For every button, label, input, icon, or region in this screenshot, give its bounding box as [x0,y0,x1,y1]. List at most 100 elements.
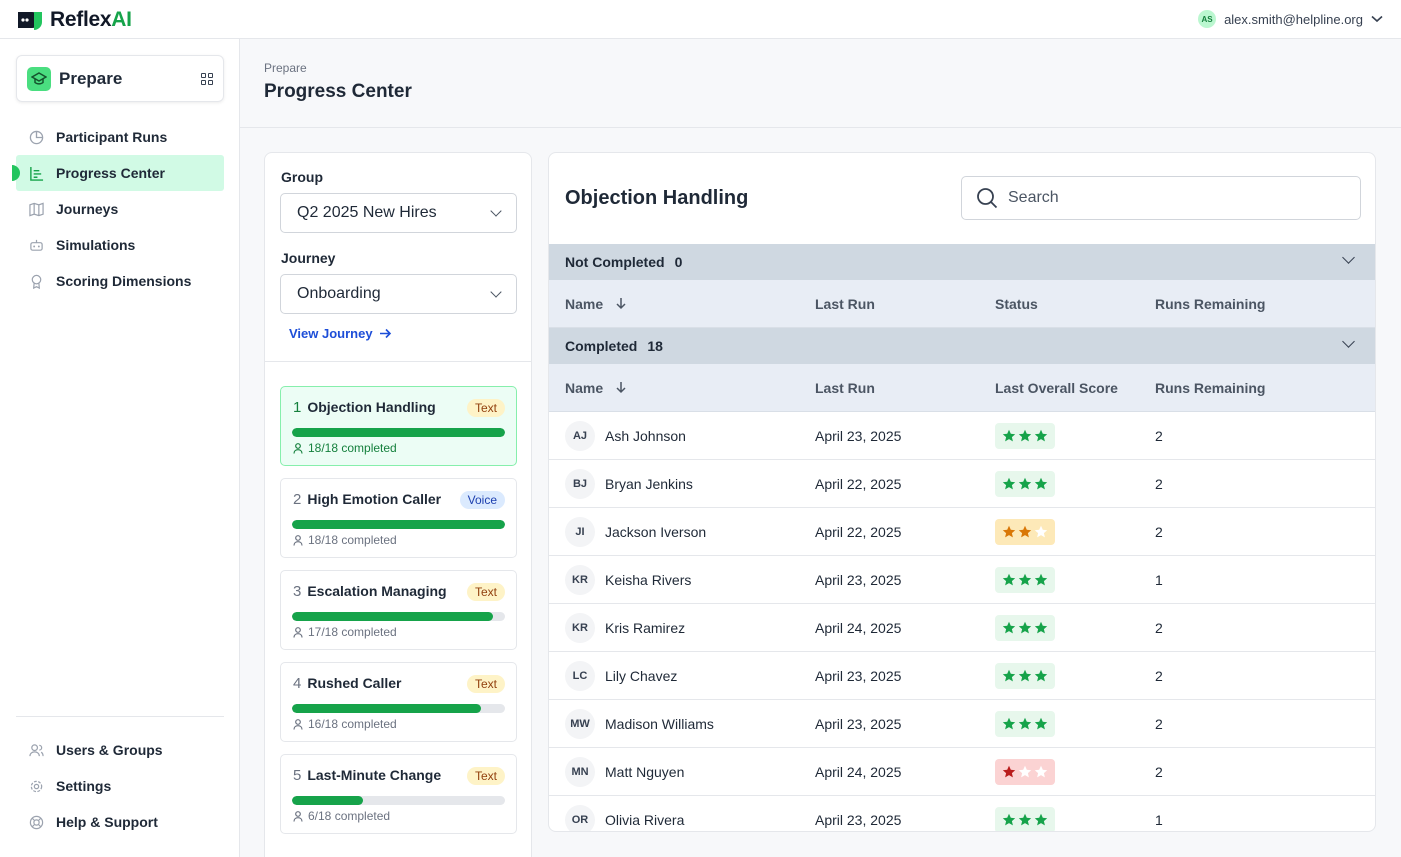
runs-remaining: 2 [1155,524,1163,540]
simulation-card[interactable]: 5 Last-Minute Change Text 6/18 completed [280,754,517,834]
table-row[interactable]: LC Lily Chavez April 23, 2025 2 [549,652,1375,700]
participant-name[interactable]: Kris Ramirez [605,620,686,636]
avatar: JI [565,517,595,547]
view-journey-label: View Journey [289,326,373,341]
completion-count-text: 16/18 completed [308,717,397,731]
user-avatar: AS [1198,10,1217,28]
nav-item-progress-center[interactable]: Progress Center [12,155,224,191]
bot-icon [28,237,44,253]
column-header-label: Name [565,380,604,396]
completion-count-text: 18/18 completed [308,533,397,547]
completed-section-header[interactable]: Completed 18 [549,328,1375,364]
runs-remaining: 2 [1155,764,1163,780]
journey-select[interactable]: Onboarding [280,274,517,314]
participant-name[interactable]: Madison Williams [605,716,714,732]
star-icon [1034,621,1048,634]
column-header-status[interactable]: Status [995,296,1038,312]
column-header-last-run[interactable]: Last Run [815,380,875,396]
group-label: Group [281,169,323,185]
simulation-number: 2 [293,491,302,508]
simulation-card-title: 5 Last-Minute Change [293,767,441,784]
participant-name[interactable]: Bryan Jenkins [605,476,693,492]
score-stars [995,807,1055,831]
simulation-card[interactable]: 2 High Emotion Caller Voice 18/18 completed [280,478,517,558]
last-run-date: April 22, 2025 [815,476,902,492]
table-row[interactable]: OR Olivia Rivera April 23, 2025 1 [549,796,1375,831]
column-header-name[interactable]: Name [565,380,626,396]
filter-panel: Group Q2 2025 New Hires Journey Onboardi… [264,152,532,857]
avatar: AJ [565,421,595,451]
completion-count: 18/18 completed [293,533,397,547]
group-select[interactable]: Q2 2025 New Hires [280,193,517,233]
view-journey-link[interactable]: View Journey [289,326,392,341]
table-row[interactable]: KR Kris Ramirez April 24, 2025 2 [549,604,1375,652]
table-row[interactable]: JI Jackson Iverson April 22, 2025 2 [549,508,1375,556]
participant-name[interactable]: Lily Chavez [605,668,678,684]
avatar: OR [565,805,595,831]
simulation-card[interactable]: 1 Objection Handling Text 18/18 completed [280,386,517,466]
star-icon [1018,717,1032,730]
nav-item-scoring-dimensions[interactable]: Scoring Dimensions [16,263,224,299]
avatar: MN [565,757,595,787]
column-header-name[interactable]: Name [565,296,626,312]
table-row[interactable]: MN Matt Nguyen April 24, 2025 2 [549,748,1375,796]
participant-name[interactable]: Matt Nguyen [605,764,685,780]
search-input[interactable] [1008,189,1348,207]
completion-count: 17/18 completed [293,625,397,639]
runs-remaining: 2 [1155,476,1163,492]
simulation-name: Escalation Managing [307,583,447,599]
nav-item-help-support[interactable]: Help & Support [16,804,224,840]
completion-count: 16/18 completed [293,717,397,731]
section-count: 0 [674,254,683,270]
participant-name[interactable]: Olivia Rivera [605,812,685,828]
participant-name[interactable]: Keisha Rivers [605,572,692,588]
star-icon [1002,477,1016,490]
column-header-last-overall-score[interactable]: Last Overall Score [995,380,1118,396]
table-row[interactable]: AJ Ash Johnson April 23, 2025 2 [549,412,1375,460]
table-row[interactable]: BJ Bryan Jenkins April 22, 2025 2 [549,460,1375,508]
star-icon [1034,765,1048,778]
simulation-type-badge: Voice [459,491,505,509]
avatar: MW [565,709,595,739]
progress-bar [292,704,505,713]
breadcrumb[interactable]: Prepare [264,61,307,75]
runs-remaining: 2 [1155,668,1163,684]
last-run-date: April 24, 2025 [815,620,902,636]
avatar: LC [565,661,595,691]
panel-divider [265,361,531,362]
app-switcher[interactable]: Prepare [16,55,224,102]
participant-name[interactable]: Ash Johnson [605,428,686,444]
star-icon [1018,669,1032,682]
column-header-runs-remaining[interactable]: Runs Remaining [1155,380,1266,396]
nav-item-simulations[interactable]: Simulations [16,227,224,263]
completion-count-text: 17/18 completed [308,625,397,639]
logo-icon [18,12,42,30]
completion-count-text: 18/18 completed [308,441,397,455]
column-header-runs-remaining[interactable]: Runs Remaining [1155,296,1266,312]
participant-name[interactable]: Jackson Iverson [605,524,707,540]
progress-bar-fill [292,612,494,621]
logo[interactable]: ReflexAI [16,8,132,32]
award-icon [28,273,44,289]
last-run-date: April 24, 2025 [815,764,902,780]
table-row[interactable]: MW Madison Williams April 23, 2025 2 [549,700,1375,748]
user-menu[interactable]: AS alex.smith@helpline.org [1198,10,1383,28]
bar-list-icon [28,165,44,181]
star-icon [1002,429,1016,442]
search-box[interactable] [961,176,1361,220]
not-completed-section-header[interactable]: Not Completed 0 [549,244,1375,280]
nav-item-journeys[interactable]: Journeys [16,191,224,227]
grid-icon[interactable] [201,72,213,85]
simulation-card[interactable]: 3 Escalation Managing Text 17/18 completed [280,570,517,650]
search-icon [977,188,998,209]
column-header-last-run[interactable]: Last Run [815,296,875,312]
user-icon [293,442,303,454]
simulation-card[interactable]: 4 Rushed Caller Text 16/18 completed [280,662,517,742]
nav-item-users-groups[interactable]: Users & Groups [16,732,224,768]
user-icon [293,534,303,546]
simulation-name: Rushed Caller [307,675,402,691]
pie-chart-icon [28,129,44,145]
nav-item-participant-runs[interactable]: Participant Runs [16,119,224,155]
table-row[interactable]: KR Keisha Rivers April 23, 2025 1 [549,556,1375,604]
nav-item-settings[interactable]: Settings [16,768,224,804]
